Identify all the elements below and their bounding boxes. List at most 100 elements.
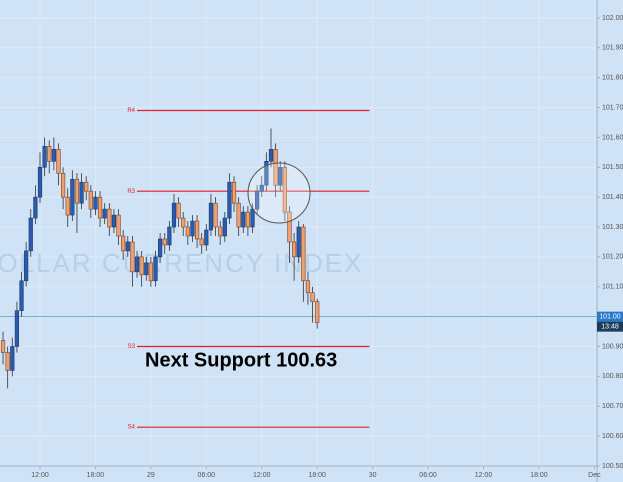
candle-body <box>231 181 237 204</box>
candle-body <box>301 226 306 282</box>
candle-body <box>190 220 195 237</box>
highlight-circle <box>247 162 311 224</box>
y-tick-label: 100.80 <box>602 373 623 380</box>
y-tick-label: 101.10 <box>602 284 623 291</box>
candle-body <box>264 161 269 186</box>
candle-body <box>227 181 232 219</box>
candle-body <box>153 256 158 282</box>
candle-body <box>139 256 144 276</box>
countdown-box <box>597 321 623 332</box>
candle-body <box>74 178 80 204</box>
candle-body <box>268 149 274 162</box>
candle-body <box>273 149 278 186</box>
candle-body <box>0 340 6 353</box>
candle-body <box>65 196 70 216</box>
candle-body <box>144 262 149 276</box>
candle-body <box>61 172 66 198</box>
candle-body <box>56 149 61 174</box>
candle-body <box>111 214 117 228</box>
candle-body <box>33 196 38 219</box>
candle-body <box>107 208 112 228</box>
x-tick-label: 06:00 <box>419 472 437 479</box>
x-tick-label: Dec <box>588 472 601 479</box>
candle-body <box>51 149 56 162</box>
candle-body <box>171 202 177 228</box>
candle-body <box>125 241 130 252</box>
level-label: R3 <box>127 189 135 195</box>
candle-body <box>176 202 181 219</box>
candle-body <box>93 196 98 210</box>
candle-body <box>42 146 47 168</box>
candle-body <box>250 208 255 228</box>
candle-body <box>10 346 15 371</box>
candle-body <box>222 217 227 237</box>
candle-body <box>213 202 218 228</box>
y-tick-label: 101.40 <box>602 194 623 201</box>
candle-body <box>19 280 24 311</box>
candle-body <box>185 226 190 237</box>
candle-body <box>245 211 250 228</box>
candle-body <box>116 214 121 237</box>
candle-body <box>5 352 10 371</box>
x-tick-label: 12:00 <box>253 472 271 479</box>
candle-body <box>148 262 153 282</box>
candle-body <box>236 202 241 228</box>
candle-body <box>102 208 107 219</box>
candle-body <box>278 166 283 186</box>
x-tick-label: 12:00 <box>31 472 49 479</box>
y-tick-label: 102.00 <box>602 15 623 22</box>
last-price-label: 101.00 <box>599 313 621 320</box>
candle-body <box>47 146 52 162</box>
y-tick-label: 100.90 <box>602 343 623 350</box>
candle-body <box>310 292 315 303</box>
candle-body <box>14 310 20 347</box>
x-tick-label: 29 <box>147 472 155 479</box>
x-tick-label: 06:00 <box>198 472 216 479</box>
y-tick-label: 100.60 <box>602 433 623 440</box>
y-tick-label: 101.80 <box>602 75 623 82</box>
level-label: S3 <box>128 344 136 350</box>
y-tick-label: 101.90 <box>602 45 623 52</box>
countdown-label: 13:48 <box>601 323 619 330</box>
candle-body <box>208 202 214 231</box>
candle-body <box>315 301 320 323</box>
candle-body <box>181 217 186 228</box>
candle-body <box>218 226 223 237</box>
candle-body <box>259 184 264 192</box>
candle-body <box>296 226 301 258</box>
y-tick-label: 101.20 <box>602 254 623 261</box>
x-tick-label: 18:00 <box>308 472 326 479</box>
candle-body <box>97 196 103 219</box>
candle-body <box>204 229 209 246</box>
candle-body <box>282 166 287 213</box>
candle-body <box>255 190 260 210</box>
candle-body <box>241 211 246 228</box>
x-tick-label: 12:00 <box>475 472 493 479</box>
candle-body <box>130 241 135 273</box>
watermark: DOLLAR CURRENCY INDEX <box>0 248 363 278</box>
x-tick-label: 30 <box>369 472 377 479</box>
y-tick-label: 101.30 <box>602 224 623 231</box>
candle-body <box>287 211 292 243</box>
candle-body <box>199 238 204 246</box>
y-tick-label: 101.50 <box>602 164 623 171</box>
candle-body <box>167 226 172 246</box>
candle-body <box>291 241 297 258</box>
candle-body <box>24 250 29 282</box>
x-tick-label: 18:00 <box>530 472 548 479</box>
y-tick-label: 100.70 <box>602 403 623 410</box>
candle-body <box>194 220 200 240</box>
candle-body <box>88 190 93 210</box>
level-label: S4 <box>128 425 136 431</box>
last-price-box <box>597 311 623 322</box>
annotation: Next Support 100.63 <box>145 349 337 371</box>
y-tick-label: 101.60 <box>602 134 623 141</box>
y-tick-label: 101.70 <box>602 104 623 111</box>
y-tick-label: 100.50 <box>602 463 623 470</box>
level-label: R4 <box>127 108 135 114</box>
candle-body <box>121 235 126 252</box>
candle-body <box>134 256 140 273</box>
